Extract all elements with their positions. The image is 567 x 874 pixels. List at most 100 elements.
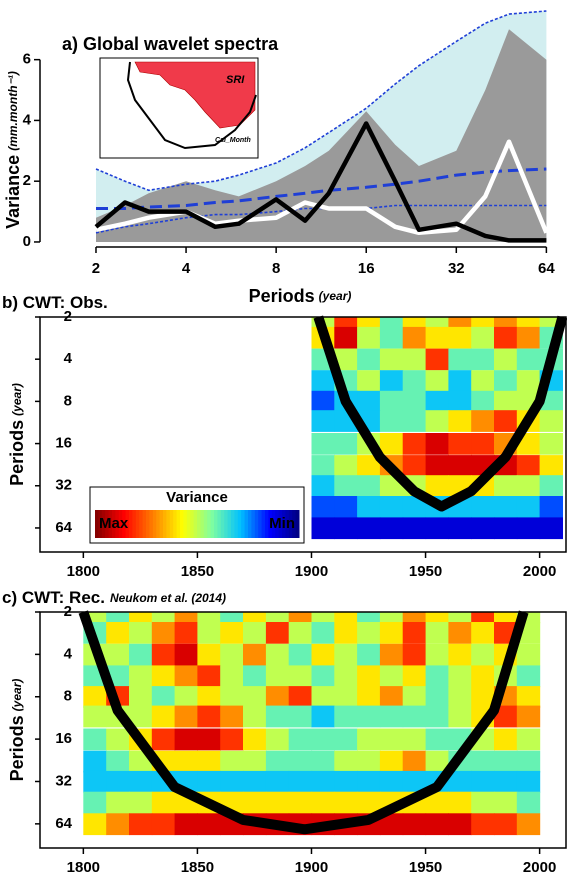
title: c) CWT: Rec.: [2, 588, 105, 607]
heat-cell: [174, 728, 198, 751]
heat-cell: [151, 622, 176, 644]
colorbar-step: [118, 510, 123, 538]
heat-cell: [83, 791, 107, 814]
heat-cell: [402, 326, 427, 349]
x-tick-label: 2: [92, 260, 100, 277]
heat-cell: [288, 643, 313, 666]
x-tick-label: 1800: [67, 859, 100, 874]
heat-cell: [516, 455, 541, 477]
heat-cell: [425, 517, 449, 540]
colorbar-step: [251, 510, 256, 538]
heat-cell: [402, 665, 427, 688]
colorbar-step: [142, 510, 147, 538]
colorbar-step: [129, 510, 133, 538]
heat-cell: [106, 750, 130, 773]
heat-cell: [471, 433, 495, 455]
heat-cell: [265, 612, 290, 624]
heat-cell: [243, 622, 267, 644]
colorbar-step: [186, 510, 191, 538]
heat-cell: [471, 517, 495, 540]
heat-cell: [357, 455, 381, 477]
y-tick-label: 16: [55, 730, 72, 747]
colorbar-step: [278, 510, 283, 538]
heat-cell: [448, 433, 472, 455]
heat-cell: [471, 348, 495, 371]
heat-cell: [288, 665, 313, 688]
heat-cell: [379, 517, 404, 540]
heat-cell: [402, 455, 427, 477]
heat-cell: [425, 410, 449, 432]
heat-cell: [379, 643, 404, 666]
inset-map: SRI Cal_Month: [99, 57, 259, 159]
heat-cell: [83, 728, 107, 751]
heat-cell: [494, 348, 518, 371]
heat-cell: [311, 770, 335, 793]
heat-cell: [311, 612, 335, 624]
heat-cell: [379, 433, 404, 455]
colorbar-step: [292, 510, 297, 538]
colorbar-step: [176, 510, 181, 538]
heat-cell: [357, 665, 381, 688]
heat-cell: [516, 750, 541, 773]
heat-cell: [379, 410, 404, 432]
colorbar-step: [197, 510, 201, 538]
heat-cell: [425, 665, 449, 688]
heat-cell: [448, 612, 472, 624]
cone-of-influence: [78, 610, 529, 835]
heat-cell: [243, 750, 267, 773]
heat-cell: [334, 517, 358, 540]
colorbar-step: [193, 510, 198, 538]
heat-cell: [243, 686, 267, 708]
heat-cell: [402, 390, 427, 413]
heat-cell: [311, 728, 335, 751]
heat-cell: [197, 643, 221, 666]
heat-cell: [494, 770, 518, 793]
heat-cell: [402, 705, 427, 728]
panel-b: 2 4 8 16 32 64 1800 1850 1900 1950 2000 b) CWT: Obs…: [2, 293, 567, 580]
heat-cell: [471, 410, 495, 432]
heat-cell: [425, 326, 449, 349]
y-label-units: (year): [10, 383, 24, 416]
heat-cell: [357, 686, 381, 708]
heat-cell: [357, 370, 381, 392]
colorbar-step: [152, 510, 157, 538]
y-tick-label: 8: [64, 688, 72, 705]
y-label: Periods: [7, 715, 27, 781]
heat-cell: [402, 410, 427, 432]
heat-cell: [425, 791, 449, 814]
heat-cell: [425, 455, 449, 477]
heat-cell: [516, 496, 541, 518]
heat-cell: [471, 370, 495, 392]
heat-cell: [471, 496, 495, 518]
heat-cell: [334, 496, 358, 518]
y-tick-label: 4: [23, 111, 32, 128]
heat-cell: [334, 455, 358, 477]
heat-cell: [425, 433, 449, 455]
heat-cell: [402, 770, 427, 793]
colorbar-step: [190, 510, 195, 538]
heat-cell: [471, 686, 495, 708]
heat-cell: [243, 705, 267, 728]
heat-cell: [220, 705, 244, 728]
heat-cell: [174, 643, 198, 666]
colorbar-step: [146, 510, 150, 538]
heat-cell: [288, 770, 313, 793]
heat-cell: [174, 813, 198, 836]
subtitle: Neukom et al. (2014): [110, 591, 226, 605]
heat-cell: [174, 750, 198, 773]
y-tick-label: 2: [64, 603, 72, 620]
heat-cell: [334, 612, 358, 624]
colorbar-step: [156, 510, 161, 538]
heat-cell: [516, 770, 541, 793]
heat-cell: [471, 750, 495, 773]
heat-cell: [334, 475, 358, 497]
heat-cell: [311, 643, 335, 666]
x-tick-label: 1800: [67, 563, 100, 580]
heat-cell: [220, 612, 244, 624]
heat-cell: [494, 475, 518, 497]
y-label: Periods: [7, 420, 27, 486]
heat-cell: [448, 390, 472, 413]
heat-cell: [425, 370, 449, 392]
heat-cell: [197, 770, 221, 793]
heat-cell: [220, 750, 244, 773]
